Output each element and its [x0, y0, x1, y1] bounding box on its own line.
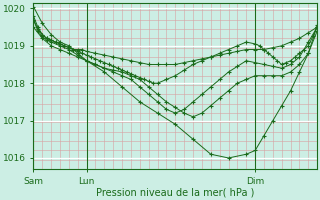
- X-axis label: Pression niveau de la mer( hPa ): Pression niveau de la mer( hPa ): [96, 187, 254, 197]
